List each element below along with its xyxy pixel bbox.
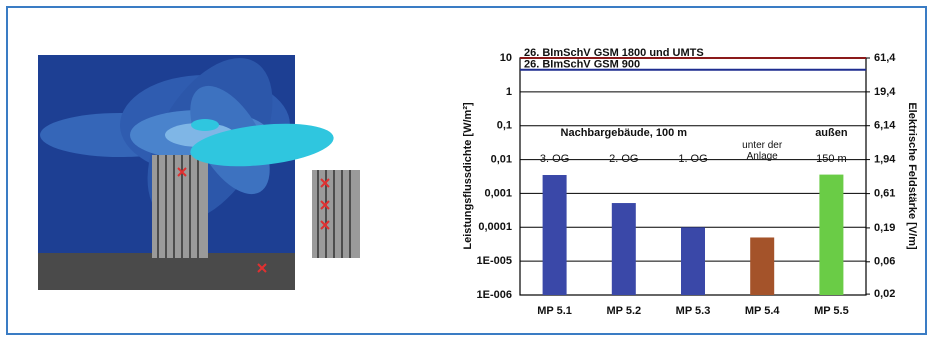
x-tick-label: MP 5.2 bbox=[606, 305, 641, 317]
annotation: Nachbargebäude, 100 m bbox=[561, 127, 688, 139]
bar bbox=[611, 203, 636, 295]
bar bbox=[542, 175, 567, 295]
bar-label: 150 m bbox=[816, 153, 847, 165]
annotation: unter der Anlage bbox=[742, 140, 783, 162]
bar bbox=[819, 174, 844, 295]
y2-tick-label: 19,4 bbox=[874, 86, 896, 98]
x-tick-label: MP 5.3 bbox=[676, 305, 711, 317]
x-tick-label: MP 5.4 bbox=[745, 305, 781, 317]
y-tick-label: 1 bbox=[506, 86, 512, 98]
y-tick-label: 1E-006 bbox=[477, 289, 512, 301]
y-tick-label: 0,0001 bbox=[478, 221, 512, 233]
simulation-image bbox=[38, 55, 360, 290]
y2-tick-label: 0,19 bbox=[874, 222, 895, 234]
y-tick-label: 1E-005 bbox=[477, 255, 512, 267]
y2-tick-label: 61,4 bbox=[874, 52, 896, 64]
y2-axis-label: Elektrische Feldstärke [V/m] bbox=[906, 102, 918, 250]
y2-tick-label: 6,14 bbox=[874, 120, 896, 132]
annotation: außen bbox=[815, 127, 848, 139]
y-tick-label: 0,1 bbox=[497, 120, 512, 132]
y2-tick-label: 0,61 bbox=[874, 188, 895, 200]
bar bbox=[750, 237, 775, 295]
reference-label: 26. BImSchV GSM 1800 und UMTS bbox=[524, 47, 704, 59]
bar bbox=[681, 227, 705, 295]
frame bbox=[6, 6, 927, 335]
y2-tick-label: 1,94 bbox=[874, 153, 896, 165]
reference-label: 26. BImSchV GSM 900 bbox=[524, 59, 640, 71]
y-tick-label: 0,001 bbox=[484, 187, 512, 199]
y-tick-label: 0,01 bbox=[491, 153, 512, 165]
y-tick-label: 10 bbox=[500, 52, 512, 64]
x-tick-label: MP 5.5 bbox=[814, 305, 849, 317]
y-axis-label: Leistungsflussdichte [W/m²] bbox=[462, 102, 474, 250]
bar-label: 3. OG bbox=[540, 153, 569, 165]
y2-tick-label: 0,06 bbox=[874, 256, 895, 268]
annotation-box: unter der Anlage bbox=[742, 140, 783, 162]
x-tick-label: MP 5.1 bbox=[537, 305, 572, 317]
bar-label: 2. OG bbox=[609, 153, 638, 165]
bar-label: 1. OG bbox=[678, 153, 707, 165]
y2-tick-label: 0,02 bbox=[874, 288, 895, 300]
